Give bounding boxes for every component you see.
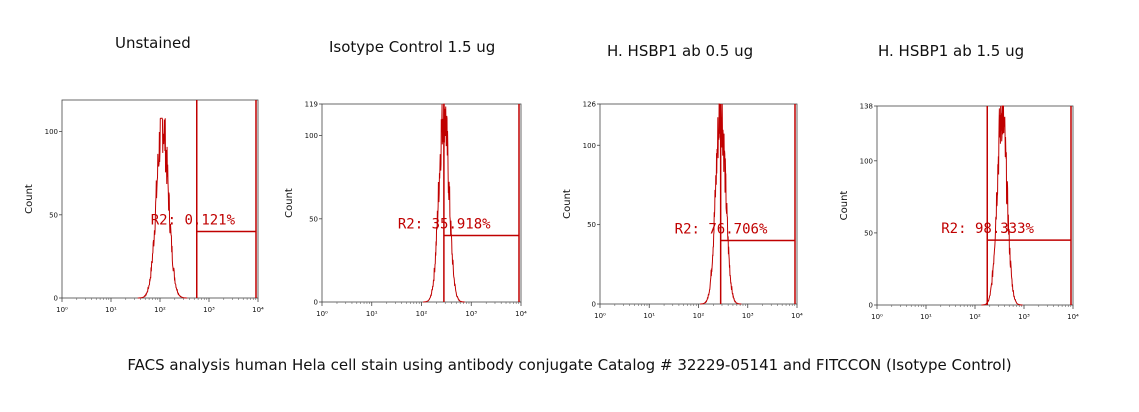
gate-r2-label: R2: 76.706% bbox=[675, 222, 768, 238]
x-tick-label: 10⁴ bbox=[252, 306, 264, 314]
y-tick-label: 100 bbox=[860, 157, 873, 165]
plot-frame bbox=[321, 103, 522, 303]
x-tick-label: 10² bbox=[693, 312, 705, 320]
y-axis-label: Count bbox=[839, 191, 850, 221]
y-tick-label: 119 bbox=[305, 101, 318, 109]
x-tick-label: 10³ bbox=[465, 310, 477, 318]
plot-frame bbox=[599, 103, 798, 305]
y-tick-label: 126 bbox=[583, 101, 597, 109]
y-tick-label: 100 bbox=[45, 128, 58, 136]
x-tick-label: 10⁴ bbox=[791, 312, 803, 320]
y-tick-label: 50 bbox=[864, 229, 873, 237]
panel-title-unstained: Unstained bbox=[115, 34, 191, 52]
x-tick-label: 10⁰ bbox=[871, 313, 883, 321]
x-tick-label: 10⁰ bbox=[316, 310, 328, 318]
plot-frame bbox=[876, 105, 1074, 306]
gate-r2-label: R2: 35.918% bbox=[398, 216, 491, 232]
y-tick-label: 50 bbox=[49, 211, 58, 219]
histogram-curve bbox=[981, 105, 1023, 306]
gate-r2-label: R2: 0.121% bbox=[151, 212, 236, 228]
x-tick-label: 10³ bbox=[742, 312, 754, 320]
x-tick-label: 10³ bbox=[203, 306, 215, 314]
x-tick-label: 10⁴ bbox=[515, 310, 527, 318]
x-tick-label: 10⁰ bbox=[56, 306, 68, 314]
x-tick-label: 10¹ bbox=[366, 310, 378, 318]
x-tick-label: 10¹ bbox=[643, 312, 655, 320]
panel-title-hsbp1-15: H. HSBP1 ab 1.5 ug bbox=[878, 42, 1025, 60]
y-tick-label: 50 bbox=[587, 221, 596, 229]
x-tick-label: 10³ bbox=[1018, 313, 1030, 321]
histogram-curve bbox=[137, 117, 188, 299]
y-tick-label: 100 bbox=[305, 132, 318, 140]
y-axis-label: Count bbox=[24, 184, 35, 214]
x-tick-label: 10⁰ bbox=[594, 312, 606, 320]
x-tick-label: 10² bbox=[969, 313, 981, 321]
panel-title-hsbp1-05: H. HSBP1 ab 0.5 ug bbox=[607, 42, 754, 60]
y-tick-label: 0 bbox=[869, 302, 873, 310]
y-tick-label: 0 bbox=[54, 295, 58, 303]
figure-caption: FACS analysis human Hela cell stain usin… bbox=[127, 356, 1012, 374]
panel-title-isotype-control: Isotype Control 1.5 ug bbox=[329, 38, 496, 56]
y-tick-label: 100 bbox=[583, 142, 596, 150]
y-tick-label: 0 bbox=[592, 301, 596, 309]
y-tick-label: 50 bbox=[309, 215, 318, 223]
x-tick-label: 10² bbox=[154, 306, 166, 314]
x-tick-label: 10⁴ bbox=[1067, 313, 1079, 321]
y-axis-label: Count bbox=[562, 189, 573, 219]
y-tick-label: 138 bbox=[860, 103, 873, 111]
y-axis-label: Count bbox=[284, 188, 295, 218]
gate-r2-label: R2: 98.333% bbox=[941, 221, 1034, 237]
x-tick-label: 10¹ bbox=[920, 313, 932, 321]
x-tick-label: 10² bbox=[416, 310, 428, 318]
x-tick-label: 10¹ bbox=[105, 306, 117, 314]
y-tick-label: 0 bbox=[314, 299, 318, 307]
